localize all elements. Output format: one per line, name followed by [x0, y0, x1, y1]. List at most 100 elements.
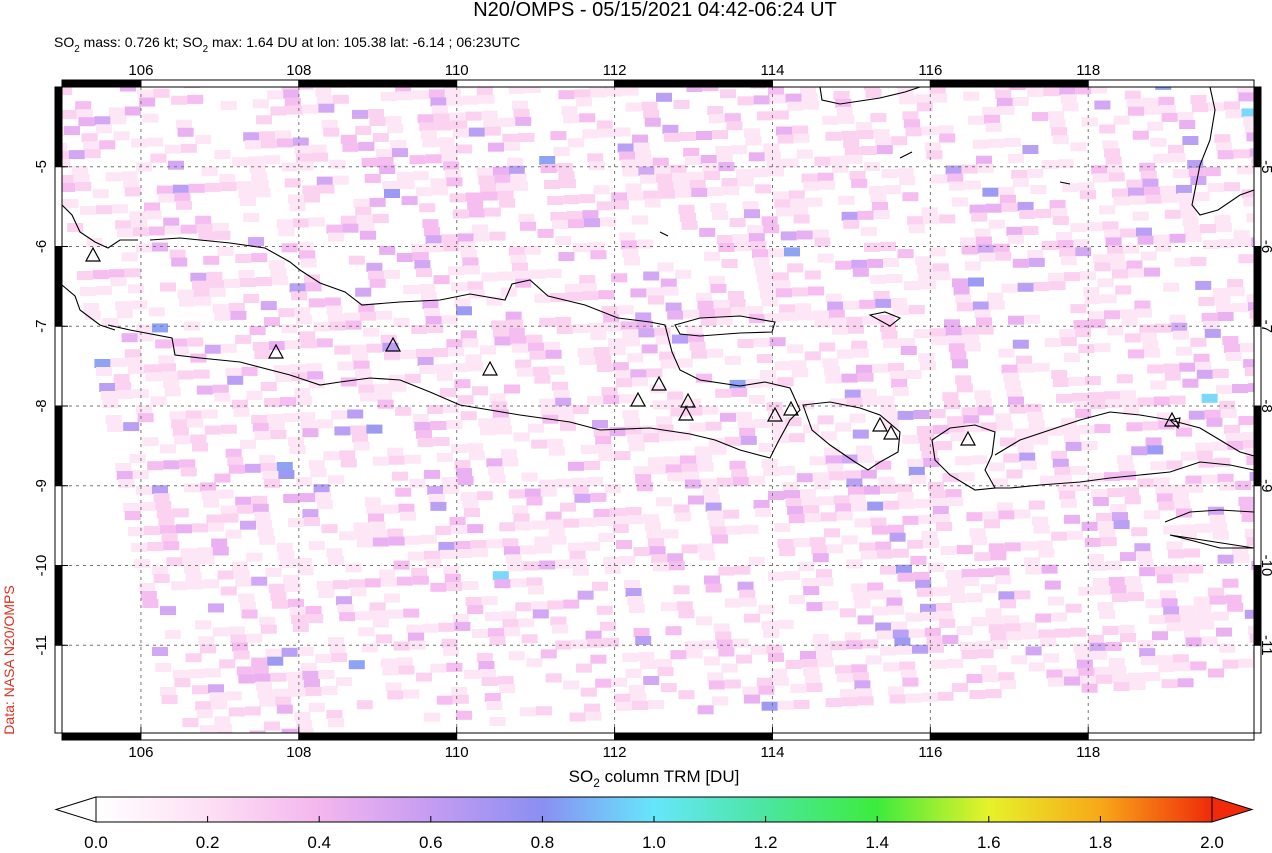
- so2-pixel: [259, 535, 276, 545]
- so2-pixel: [457, 233, 474, 243]
- so2-pixel: [636, 239, 653, 249]
- so2-pixel: [1185, 475, 1202, 485]
- so2-pixel: [1137, 559, 1154, 569]
- so2-pixel: [888, 605, 904, 615]
- sumbawa-coast: [994, 411, 1254, 489]
- so2-pixel: [878, 314, 895, 324]
- so2-pixel: [832, 163, 848, 173]
- so2-pixel: [852, 267, 869, 277]
- so2-pixel: [937, 691, 954, 701]
- so2-pixel: [1110, 585, 1127, 594]
- so2-pixel: [161, 695, 178, 704]
- so2-pixel: [555, 316, 572, 326]
- so2-pixel: [144, 202, 160, 212]
- so2-pixel: [240, 601, 256, 611]
- so2-pixel: [1120, 309, 1136, 319]
- so2-pixel: [424, 308, 440, 318]
- so2-pixel: [1140, 656, 1157, 666]
- so2-pixel: [969, 528, 986, 538]
- so2-pixel: [632, 377, 648, 387]
- so2-pixel: [380, 577, 397, 587]
- so2-pixel: [892, 629, 909, 639]
- so2-pixel: [176, 524, 192, 534]
- so2-pixel: [707, 672, 724, 682]
- so2-pixel: [699, 308, 716, 318]
- so2-pixel: [1180, 208, 1197, 218]
- so2-pixel: [179, 459, 196, 469]
- so2-pixel: [522, 68, 538, 77]
- so2-pixel: [430, 663, 447, 673]
- frame-bar: [1253, 405, 1262, 487]
- so2-pixel: [465, 111, 482, 121]
- so2-pixel: [1108, 172, 1125, 182]
- so2-pixel: [764, 151, 781, 161]
- so2-pixel: [596, 444, 613, 453]
- so2-pixel: [326, 710, 343, 719]
- so2-pixel: [1070, 465, 1087, 475]
- so2-pixel: [1124, 495, 1141, 505]
- so2-pixel: [801, 173, 818, 183]
- so2-pixel: [680, 455, 696, 465]
- so2-pixel: [689, 179, 706, 189]
- so2-pixel: [1019, 48, 1035, 57]
- so2-pixel: [604, 484, 621, 493]
- volcano: [267, 343, 285, 359]
- so2-pixel: [1163, 282, 1180, 292]
- so2-pixel: [124, 511, 141, 520]
- so2-pixel: [304, 678, 320, 688]
- so2-pixel: [1266, 148, 1272, 157]
- so2-pixel: [294, 388, 311, 398]
- so2-pixel: [180, 467, 197, 477]
- so2-pixel: [857, 210, 874, 220]
- so2-pixel: [736, 169, 752, 179]
- so2-pixel: [440, 388, 456, 398]
- so2-pixel: [976, 398, 992, 408]
- so2-pixel: [1132, 130, 1149, 140]
- so2-pixel: [570, 65, 586, 74]
- so2-pixel: [1210, 29, 1226, 38]
- so2-pixel: [648, 700, 664, 709]
- frame-bar: [54, 565, 63, 646]
- so2-pixel: [792, 287, 808, 297]
- so2-pixel: [1212, 530, 1229, 540]
- so2-pixel: [810, 52, 826, 61]
- so2-pixel: [212, 222, 229, 232]
- so2-pixel: [1145, 437, 1162, 447]
- so2-pixel: [681, 220, 698, 230]
- so2-pixel: [632, 700, 648, 710]
- so2-pixel: [1214, 457, 1231, 467]
- so2-pixel: [220, 505, 237, 515]
- so2-pixel: [265, 648, 282, 658]
- so2-pixel: [633, 547, 650, 557]
- so2-pixel: [716, 154, 733, 164]
- so2-pixel: [384, 269, 400, 279]
- so2-pixel: [745, 136, 762, 146]
- so2-pixel: [260, 382, 277, 391]
- so2-pixel: [108, 107, 125, 117]
- so2-pixel: [504, 627, 520, 637]
- so2-pixel: [913, 329, 930, 339]
- so2-pixel: [296, 558, 312, 567]
- so2-pixel: [985, 203, 1002, 213]
- so2-pixel: [342, 142, 359, 152]
- so2-pixel: [880, 322, 896, 332]
- so2-pixel: [1105, 641, 1122, 651]
- so2-pixel: [780, 231, 797, 241]
- so2-pixel: [134, 559, 151, 568]
- so2-pixel: [251, 495, 268, 505]
- so2-pixel: [1218, 69, 1234, 78]
- so2-pixel: [78, 117, 95, 127]
- so2-pixel: [1219, 239, 1236, 249]
- so2-pixel: [1208, 183, 1224, 193]
- so2-pixel: [921, 450, 938, 459]
- so2-pixel: [793, 133, 810, 143]
- so2-pixel: [630, 369, 647, 379]
- so2-pixel: [1078, 182, 1095, 192]
- so2-pixel: [395, 406, 412, 416]
- so2-pixel: [316, 500, 333, 510]
- so2-pixel: [163, 541, 180, 551]
- so2-pixel: [363, 327, 380, 337]
- frame-bar: [54, 405, 63, 487]
- so2-pixel: [257, 527, 274, 537]
